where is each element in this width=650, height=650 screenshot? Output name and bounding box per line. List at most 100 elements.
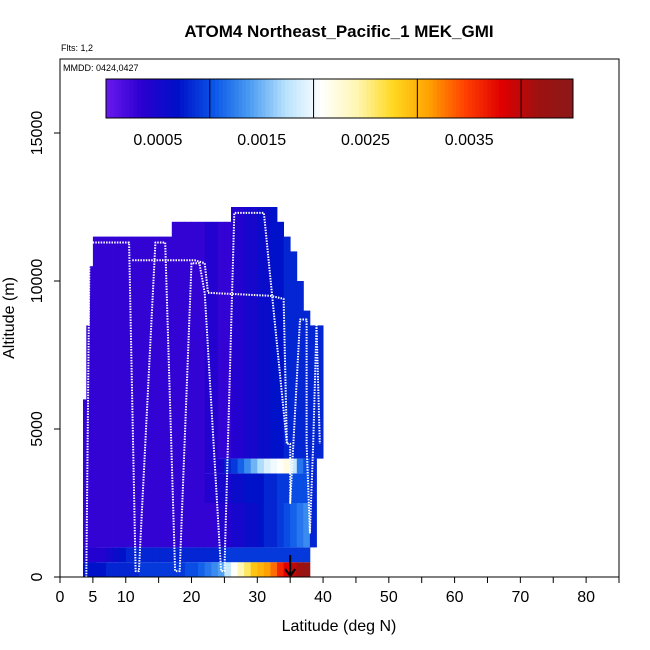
heatmap-cell	[263, 207, 271, 459]
colorbar-segment	[160, 79, 165, 118]
heatmap-cell	[224, 503, 232, 548]
heatmap-cell	[270, 503, 278, 548]
heatmap-cell	[290, 458, 298, 474]
heatmap-cell	[92, 562, 100, 577]
heatmap-cell	[250, 547, 258, 563]
heatmap-cell	[191, 547, 199, 563]
colorbar-segment	[351, 79, 356, 118]
colorbar-segment	[121, 79, 126, 118]
heatmap-cell	[217, 547, 225, 563]
heatmap-cell	[119, 236, 127, 548]
flights-label: Flts: 1,2	[61, 43, 93, 53]
colorbar-segment	[467, 79, 473, 118]
colorbar-segment	[300, 79, 305, 118]
heatmap-cell	[257, 207, 265, 459]
colorbar-segment	[366, 79, 372, 118]
heatmap-cell	[244, 547, 252, 563]
heatmap-cell	[231, 458, 238, 474]
heatmap-cell	[283, 458, 291, 474]
colorbar-segment	[405, 79, 411, 118]
heatmap-cell	[277, 221, 284, 459]
colorbar-segment	[183, 79, 189, 118]
heatmap-cell	[191, 562, 199, 577]
colorbar-segment	[187, 79, 193, 118]
colorbar-segment	[261, 79, 267, 118]
y-tick-label: 15000	[29, 111, 46, 156]
heatmap-cell	[231, 473, 238, 503]
heatmap-cell	[204, 473, 212, 503]
x-tick-label: 40	[314, 589, 332, 606]
heatmap-cell	[152, 562, 160, 577]
colorbar-segment	[510, 79, 516, 118]
heatmap-cell	[211, 503, 219, 548]
colorbar-segment	[117, 79, 123, 118]
colorbar-segment	[483, 79, 488, 118]
colorbar-segment	[382, 79, 387, 118]
heatmap-cell	[224, 221, 232, 459]
heatmap-cell	[277, 473, 284, 503]
colorbar-frame	[105, 78, 574, 119]
heatmap-cell	[224, 562, 232, 577]
colorbar-segment	[390, 79, 395, 118]
colorbar-segment	[506, 79, 512, 118]
colorbar-segment	[343, 79, 348, 118]
colorbar-segment	[281, 79, 286, 118]
heatmap-cell	[303, 473, 311, 503]
heatmap-cell	[125, 562, 133, 577]
heatmap-cell	[224, 473, 232, 503]
heatmap-cell	[237, 562, 245, 577]
heatmap-cell	[119, 547, 127, 563]
heatmap-cell	[99, 547, 107, 563]
colorbar-segment	[475, 79, 481, 118]
heatmap-cell	[204, 221, 212, 474]
heatmap-cell	[263, 458, 271, 474]
colorbar-segment	[362, 79, 368, 118]
colorbar-segment	[327, 79, 333, 118]
heatmap-cell	[145, 562, 153, 577]
colorbar-segment	[106, 79, 111, 118]
colorbar-segment	[109, 79, 115, 118]
heatmap-cell	[263, 503, 271, 548]
colorbar-segment	[176, 79, 181, 118]
heatmap-cell	[290, 503, 298, 548]
heatmap-cell	[270, 207, 278, 459]
x-tick-label: 20	[183, 589, 201, 606]
colorbar-segment	[191, 79, 197, 118]
plot-frame	[59, 58, 620, 578]
colorbar-segment	[179, 79, 185, 118]
colorbar-segment	[537, 79, 543, 118]
heatmap-cell	[257, 562, 265, 577]
colorbar-segment	[144, 79, 150, 118]
colorbar-segment	[436, 79, 442, 118]
heatmap-cell	[296, 281, 304, 459]
heatmap-cell	[158, 236, 166, 548]
heatmap-cell	[237, 473, 245, 503]
colorbar-segment	[230, 79, 235, 118]
heatmap-cell	[263, 562, 271, 577]
heatmap-cell	[204, 547, 212, 563]
heatmap-cell	[290, 251, 298, 459]
heatmap-cell	[244, 207, 252, 459]
colorbar-segment	[425, 79, 430, 118]
heatmap-cell	[250, 562, 258, 577]
heatmap-cell	[132, 236, 140, 548]
heatmap-cell	[231, 547, 238, 563]
chart-title: ATOM4 Northeast_Pacific_1 MEK_GMI	[184, 22, 493, 41]
heatmap-cell	[237, 207, 245, 459]
colorbar-segment	[242, 79, 247, 118]
heatmap-cell	[303, 562, 311, 577]
colorbar-segment	[172, 79, 177, 118]
heatmap-cell	[296, 503, 304, 548]
heatmap-cell	[217, 458, 225, 474]
colorbar-segment	[347, 79, 352, 118]
colorbar-segment	[137, 79, 142, 118]
heatmap-cell	[165, 562, 173, 577]
colorbar-tick-label: 0.0015	[237, 132, 286, 149]
heatmap-cell	[92, 547, 100, 563]
colorbar-segment	[397, 79, 403, 118]
colorbar-segment	[374, 79, 379, 118]
flight-tracks	[85, 211, 321, 578]
heatmap-cell	[211, 221, 219, 474]
heatmap-cell	[231, 207, 238, 459]
x-axis-label: Latitude (deg N)	[282, 618, 397, 635]
